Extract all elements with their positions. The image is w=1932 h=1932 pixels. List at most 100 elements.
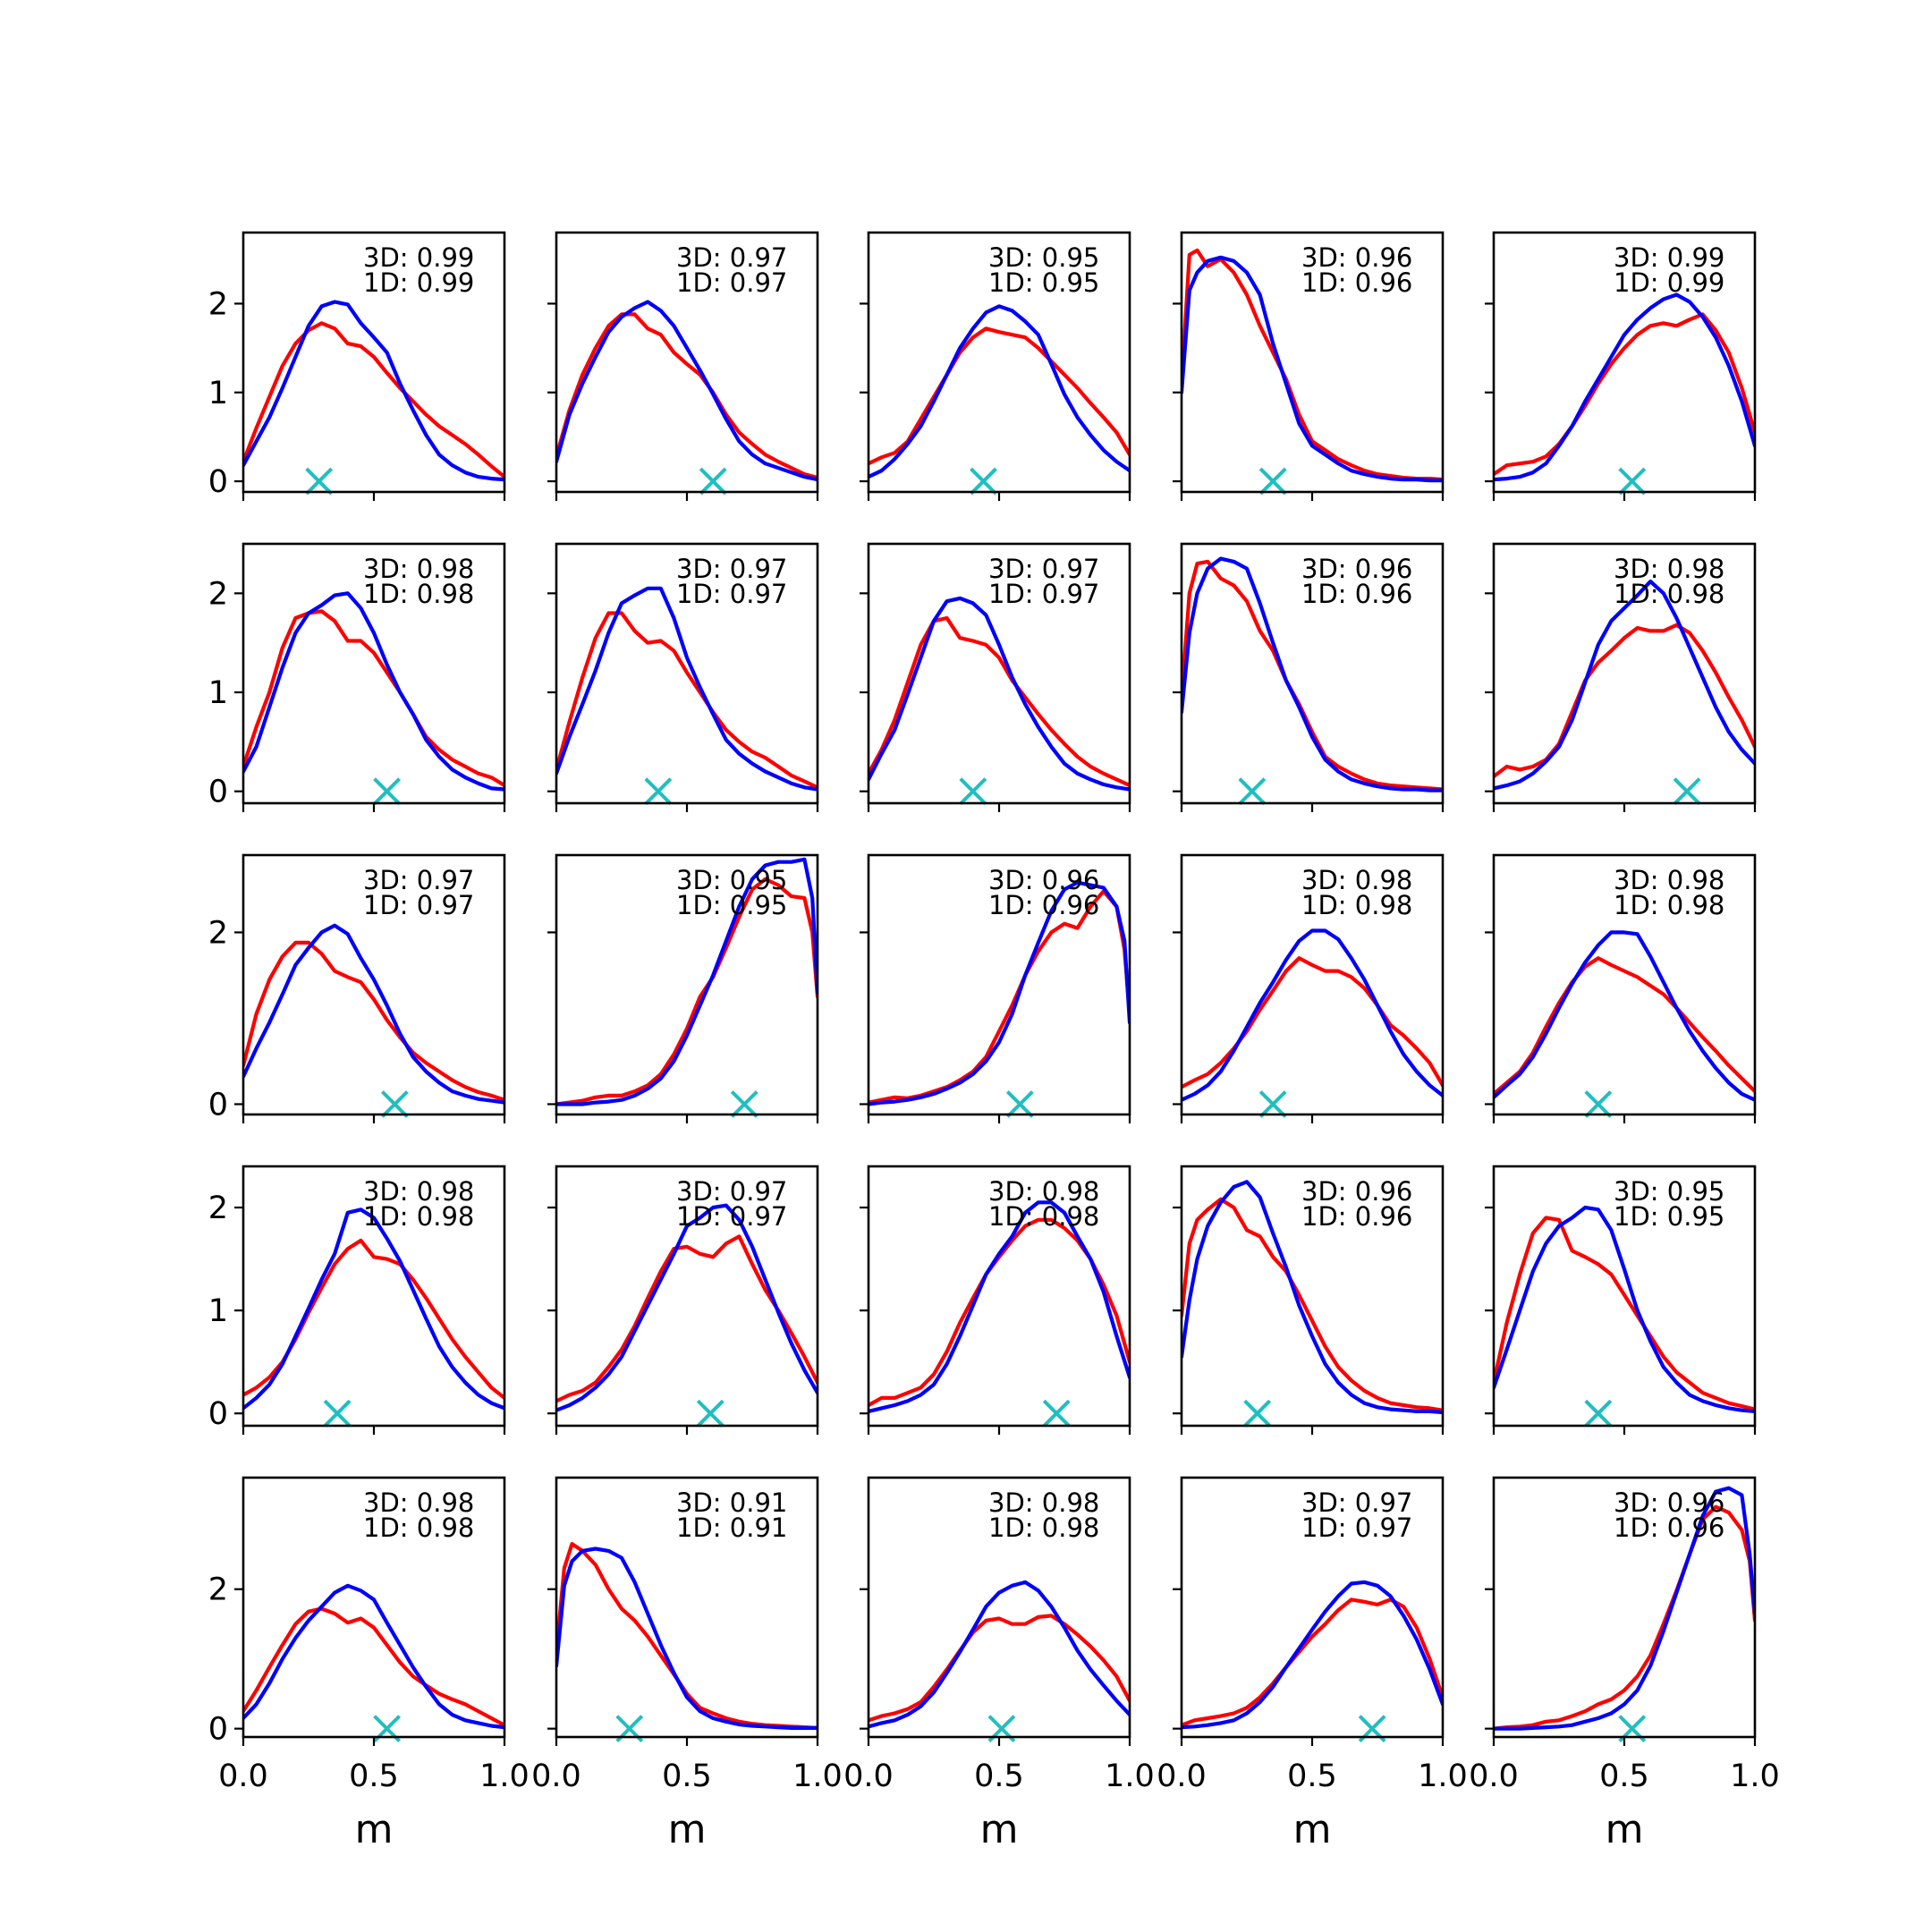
x-marker xyxy=(373,777,402,806)
score-label: 3D: 0.98 xyxy=(1614,865,1724,895)
x-marker-stroke xyxy=(970,467,997,496)
x-tick-label: 0.5 xyxy=(1287,1758,1337,1794)
blue-series-line xyxy=(1494,580,1755,791)
red-series-line xyxy=(243,1238,504,1400)
score-label: 3D: 0.97 xyxy=(676,1176,787,1207)
score-label: 1D: 0.98 xyxy=(1301,890,1412,920)
x-marker-stroke xyxy=(696,1399,724,1428)
score-label: 3D: 0.96 xyxy=(988,865,1099,895)
red-series-line xyxy=(1182,1597,1443,1727)
red-series-line xyxy=(869,889,1130,1105)
score-label: 3D: 0.95 xyxy=(676,865,787,895)
x-marker-stroke xyxy=(380,1090,409,1118)
x-marker xyxy=(644,777,673,806)
blue-series-line xyxy=(243,1208,504,1411)
red-series-line xyxy=(243,940,504,1102)
y-tick-label: 1 xyxy=(208,376,228,411)
x-axis-label: m xyxy=(1293,1807,1332,1852)
x-tick-label: 0.0 xyxy=(1469,1758,1519,1794)
blue-series-line xyxy=(1182,556,1443,792)
x-marker xyxy=(696,1399,724,1428)
red-series-line xyxy=(1182,956,1443,1089)
y-tick-label: 1 xyxy=(208,675,228,711)
y-tick-label: 1 xyxy=(208,1293,228,1329)
y-tick-label: 0 xyxy=(208,464,228,500)
red-series-line xyxy=(1494,623,1755,779)
x-marker xyxy=(1258,467,1287,496)
score-label: 3D: 0.97 xyxy=(676,242,787,273)
x-tick-label: 0.5 xyxy=(974,1758,1024,1794)
red-series-line xyxy=(243,609,504,788)
red-series-line xyxy=(243,321,504,479)
red-series-line xyxy=(1494,1216,1755,1411)
x-marker xyxy=(1243,1399,1272,1428)
x-marker-stroke xyxy=(1584,1090,1613,1118)
x-axis-label: m xyxy=(1606,1807,1644,1852)
x-marker-stroke xyxy=(959,777,987,806)
x-tick-label: 0.0 xyxy=(218,1758,268,1794)
x-marker xyxy=(730,1090,758,1118)
x-tick-label: 0.5 xyxy=(1599,1758,1649,1794)
blue-series-line xyxy=(243,1583,504,1730)
blue-series-line xyxy=(1182,255,1443,483)
y-tick-label: 0 xyxy=(208,1396,228,1432)
x-marker-stroke xyxy=(1673,777,1701,806)
blue-series-line xyxy=(1494,292,1755,482)
score-label: 1D: 0.95 xyxy=(988,267,1099,298)
x-marker-stroke xyxy=(1042,1399,1071,1428)
blue-series-line xyxy=(243,923,504,1105)
red-series-line xyxy=(869,1614,1130,1723)
x-axis-label: m xyxy=(668,1807,707,1852)
red-series-line xyxy=(869,615,1130,788)
score-label: 1D: 0.98 xyxy=(988,1513,1099,1543)
x-marker xyxy=(699,467,727,496)
x-tick-label: 0.0 xyxy=(843,1758,894,1794)
score-label: 3D: 0.98 xyxy=(988,1487,1099,1518)
x-marker xyxy=(1238,777,1267,806)
x-marker xyxy=(323,1399,352,1428)
x-marker xyxy=(959,777,987,806)
score-label: 1D: 0.96 xyxy=(1301,579,1412,609)
score-label: 1D: 0.97 xyxy=(1301,1513,1412,1543)
score-label: 3D: 0.99 xyxy=(1614,242,1724,273)
red-series-line xyxy=(869,1217,1130,1408)
score-label: 1D: 0.97 xyxy=(988,579,1099,609)
x-tick-label: 0.5 xyxy=(662,1758,712,1794)
blue-series-line xyxy=(1182,1180,1443,1415)
red-series-line xyxy=(1494,956,1755,1097)
red-series-line xyxy=(1182,1197,1443,1412)
red-series-line xyxy=(556,611,818,790)
y-tick-label: 0 xyxy=(208,775,228,810)
score-label: 3D: 0.97 xyxy=(676,554,787,584)
x-marker xyxy=(305,467,334,496)
y-tick-label: 0 xyxy=(208,1712,228,1748)
red-series-line xyxy=(556,877,818,1106)
x-axis-label: m xyxy=(980,1807,1019,1852)
x-tick-label: 0.0 xyxy=(531,1758,581,1794)
blue-series-line xyxy=(869,1580,1130,1729)
x-tick-label: 1.0 xyxy=(1730,1758,1780,1794)
x-marker-stroke xyxy=(1243,1399,1272,1428)
score-label: 1D: 0.99 xyxy=(363,267,474,298)
red-series-line xyxy=(1182,248,1443,482)
blue-series-line xyxy=(556,857,818,1106)
score-label: 3D: 0.95 xyxy=(1614,1176,1724,1207)
x-marker xyxy=(970,467,997,496)
blue-series-line xyxy=(1494,930,1755,1102)
x-marker-stroke xyxy=(644,777,673,806)
x-tick-label: 0.0 xyxy=(1157,1758,1207,1794)
